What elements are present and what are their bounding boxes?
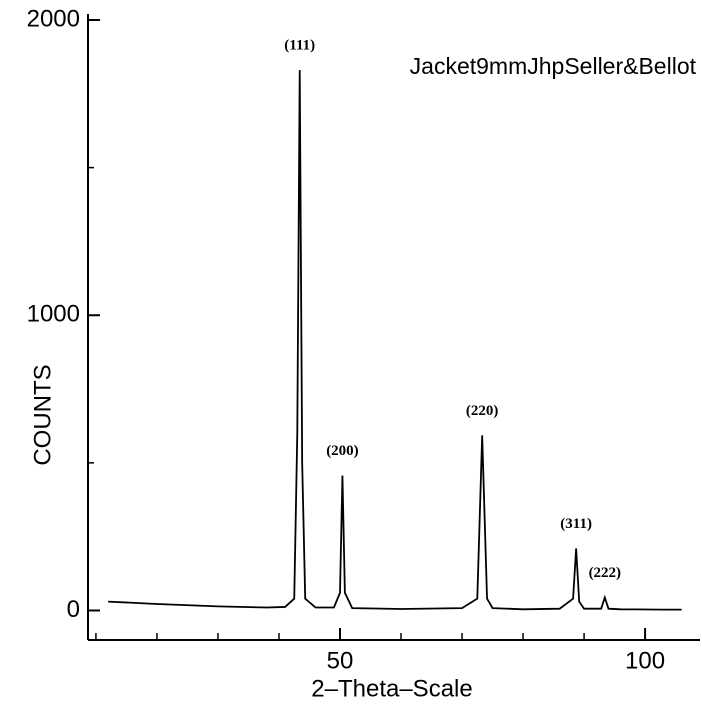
x-tick-label: 100 <box>625 647 665 674</box>
peak-label: (222) <box>589 565 622 581</box>
peak-label: (220) <box>466 403 499 419</box>
x-axis-label: 2–Theta–Scale <box>311 675 472 702</box>
y-tick-label: 0 <box>67 596 80 623</box>
data-line <box>108 70 682 611</box>
peak-label: (311) <box>560 516 592 532</box>
peak-label: (200) <box>326 443 359 459</box>
y-tick-label: 1000 <box>27 301 80 328</box>
y-axis-label: COUNTS <box>29 364 56 465</box>
legend-entry: Jacket9mmJhpSeller&Bellot <box>410 53 697 79</box>
y-tick-label: 2000 <box>27 5 80 32</box>
x-tick-label: 50 <box>327 647 354 674</box>
peak-label: (111) <box>284 38 315 54</box>
